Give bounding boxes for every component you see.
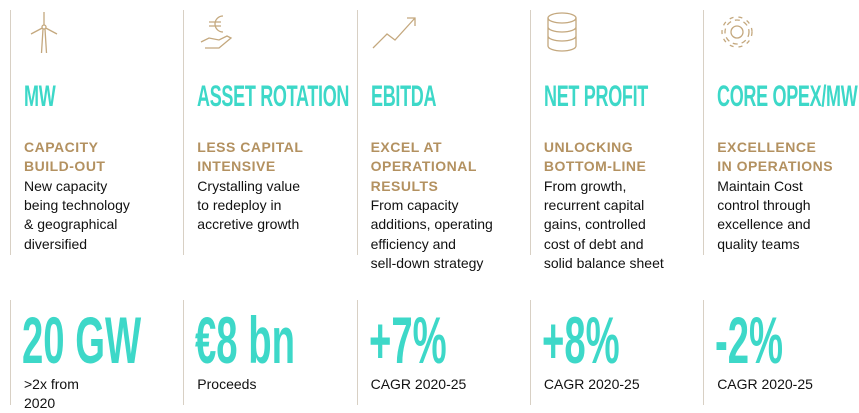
column: MW CAPACITY BUILD-OUT New capacity being tec… [10, 0, 183, 411]
icon [201, 15, 233, 49]
icon [721, 16, 753, 48]
subheading: UNLOCKING [543, 139, 634, 155]
subheading: BUILD-OUT [24, 158, 106, 175]
key-figure: 20 GW [22, 303, 142, 377]
divider [10, 300, 11, 405]
column: CORE OPEX/MW EXCELLENCE IN OPERATIONS Maint… [703, 0, 859, 405]
body-text: diversified [24, 235, 88, 252]
subheading: RESULTS [370, 177, 439, 194]
divider [356, 10, 358, 255]
icon [372, 17, 416, 49]
body-text: recurrent capital [543, 196, 645, 213]
body-text: efficiency and [370, 235, 456, 252]
body-text: Maintain Cost [717, 177, 803, 194]
subheading: IN OPERATIONS [717, 158, 834, 175]
heading: MW [24, 80, 56, 113]
heading: CORE OPEX/MW [717, 80, 858, 113]
divider [703, 10, 705, 255]
heading: ASSET ROTATION [197, 80, 350, 113]
key-figure: +8% [541, 303, 620, 377]
caption: >2x from [24, 376, 79, 392]
divider [10, 10, 11, 255]
caption: CAGR 2020-25 [543, 376, 640, 392]
icon [547, 12, 577, 52]
column: ASSET ROTATION LESS CAPITAL INTENSIVE Cryst… [183, 0, 356, 405]
caption: 2020 [24, 395, 56, 412]
key-figure: -2% [715, 303, 784, 377]
body-text: additions, operating [370, 216, 493, 233]
body-text: being technology [24, 196, 130, 213]
body-text: gains, controlled [543, 216, 646, 233]
body-text: cost of debt and [543, 235, 644, 252]
divider [183, 300, 185, 405]
divider [356, 300, 358, 405]
body-text: to redeploy in [197, 196, 282, 213]
subheading: INTENSIVE [197, 158, 276, 175]
subheading: EXCELLENCE [717, 139, 817, 155]
body-text: From capacity [370, 196, 459, 213]
body-text: excellence and [717, 216, 811, 233]
heading: NET PROFIT [543, 80, 648, 113]
caption: Proceeds [197, 376, 257, 392]
body-text: solid balance sheet [543, 254, 664, 271]
divider [703, 300, 705, 405]
divider [183, 10, 185, 255]
body-text: & geographical [24, 216, 118, 233]
divider [529, 300, 531, 405]
body-text: control through [717, 196, 811, 213]
body-text: From growth, [543, 177, 627, 194]
body-text: accretive growth [197, 216, 300, 233]
subheading: BOTTOM-LINE [543, 158, 647, 175]
caption: CAGR 2020-25 [717, 376, 813, 392]
heading: EBITDA [370, 80, 437, 113]
divider [529, 10, 531, 255]
column: NET PROFIT UNLOCKING BOTTOM-LINE From growt… [529, 0, 703, 405]
body-text: sell-down strategy [370, 254, 484, 271]
body-text: quality teams [717, 235, 800, 252]
key-figure: +7% [368, 303, 447, 377]
body-text: New capacity [24, 177, 108, 194]
subheading: OPERATIONAL [370, 158, 477, 175]
caption: CAGR 2020-25 [370, 376, 467, 392]
subheading: LESS CAPITAL [197, 139, 304, 155]
icon [30, 12, 58, 54]
body-text: Crystalling value [197, 177, 301, 194]
column: EBITDA EXCEL AT OPERATIONAL RESULTS From cap… [356, 0, 530, 405]
subheading: EXCEL AT [370, 139, 443, 155]
key-figure: €8 bn [195, 303, 296, 377]
subheading: CAPACITY [24, 139, 99, 155]
